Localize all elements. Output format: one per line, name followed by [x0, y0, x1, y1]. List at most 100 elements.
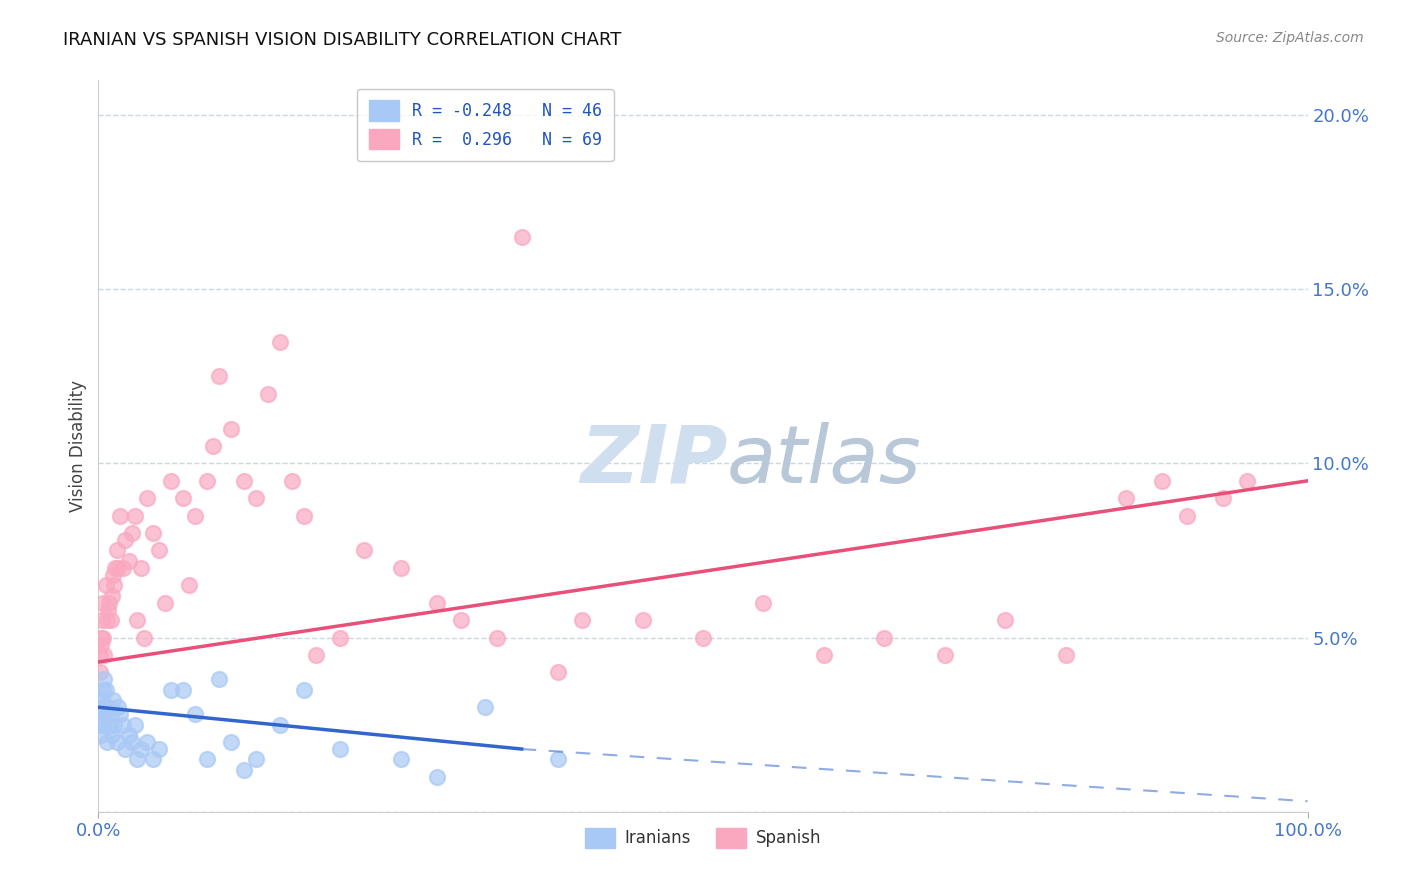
Point: [1212, 491, 1234, 506]
Point: [195, 474, 218, 488]
Point: [305, 648, 328, 662]
Point: [172, 491, 194, 506]
Text: atlas: atlas: [727, 422, 922, 500]
Point: [101, 567, 124, 582]
Point: [105, 543, 128, 558]
Point: [103, 717, 125, 731]
Point: [93, 648, 115, 662]
Point: [89, 665, 111, 680]
Point: [94, 578, 117, 592]
Text: Source: ZipAtlas.com: Source: ZipAtlas.com: [1216, 31, 1364, 45]
Point: [450, 613, 472, 627]
Point: [160, 682, 183, 697]
Point: [98, 717, 121, 731]
Point: [100, 728, 122, 742]
Point: [292, 682, 315, 697]
Point: [127, 613, 149, 627]
Point: [121, 735, 143, 749]
Point: [202, 439, 225, 453]
Point: [148, 543, 170, 558]
Point: [269, 334, 291, 349]
Point: [93, 673, 115, 687]
Point: [389, 752, 412, 766]
Point: [114, 533, 136, 547]
Point: [208, 673, 231, 687]
Point: [172, 682, 194, 697]
Point: [108, 508, 131, 523]
Point: [813, 648, 835, 662]
Point: [105, 735, 128, 749]
Point: [104, 561, 127, 575]
Point: [121, 526, 143, 541]
Point: [134, 631, 156, 645]
Point: [994, 613, 1017, 627]
Point: [129, 561, 152, 575]
Point: [160, 474, 183, 488]
Point: [129, 742, 152, 756]
Point: [1115, 491, 1137, 506]
Point: [91, 613, 114, 627]
Point: [142, 752, 165, 766]
Point: [114, 742, 136, 756]
Point: [184, 707, 207, 722]
Point: [91, 682, 114, 697]
Point: [281, 474, 304, 488]
Point: [124, 508, 146, 523]
Legend: Iranians, Spanish: Iranians, Spanish: [578, 821, 828, 855]
Point: [221, 421, 243, 435]
Point: [127, 752, 149, 766]
Point: [135, 735, 157, 749]
Y-axis label: Vision Disability: Vision Disability: [69, 380, 87, 512]
Point: [90, 638, 112, 652]
Point: [329, 631, 352, 645]
Point: [547, 665, 569, 680]
Point: [1236, 474, 1258, 488]
Point: [245, 752, 267, 766]
Point: [111, 561, 134, 575]
Point: [752, 596, 775, 610]
Point: [91, 717, 114, 731]
Point: [90, 728, 112, 742]
Point: [91, 693, 114, 707]
Point: [96, 735, 118, 749]
Point: [232, 763, 254, 777]
Point: [510, 230, 533, 244]
Point: [108, 707, 131, 722]
Point: [107, 700, 129, 714]
Point: [118, 554, 141, 568]
Point: [179, 578, 201, 592]
Point: [256, 386, 278, 401]
Point: [94, 700, 117, 714]
Point: [292, 508, 315, 523]
Point: [101, 693, 124, 707]
Point: [89, 707, 111, 722]
Point: [269, 717, 291, 731]
Point: [98, 596, 121, 610]
Point: [195, 752, 218, 766]
Point: [221, 735, 243, 749]
Point: [329, 742, 352, 756]
Point: [142, 526, 165, 541]
Point: [96, 613, 118, 627]
Point: [124, 717, 146, 731]
Point: [118, 728, 141, 742]
Point: [245, 491, 267, 506]
Point: [474, 700, 496, 714]
Point: [91, 596, 114, 610]
Point: [148, 742, 170, 756]
Point: [111, 717, 134, 731]
Point: [692, 631, 714, 645]
Point: [353, 543, 375, 558]
Point: [103, 578, 125, 592]
Point: [426, 596, 449, 610]
Point: [873, 631, 896, 645]
Point: [232, 474, 254, 488]
Point: [1054, 648, 1077, 662]
Text: ZIP: ZIP: [579, 422, 727, 500]
Point: [100, 707, 122, 722]
Point: [184, 508, 207, 523]
Point: [1152, 474, 1174, 488]
Point: [93, 707, 115, 722]
Point: [1175, 508, 1198, 523]
Point: [94, 682, 117, 697]
